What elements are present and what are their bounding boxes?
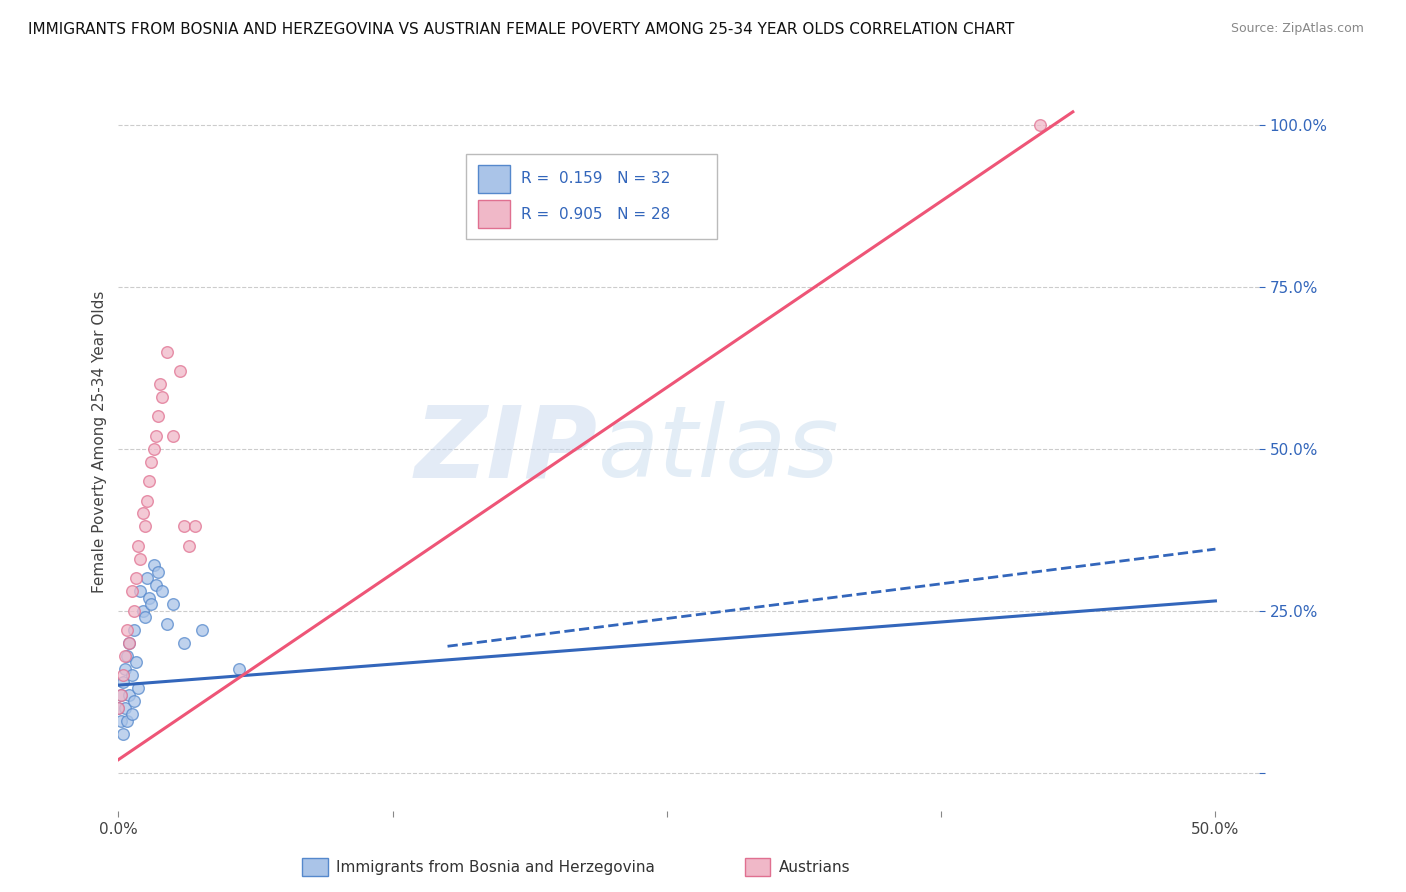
Text: Source: ZipAtlas.com: Source: ZipAtlas.com xyxy=(1230,22,1364,36)
Point xyxy=(107,700,129,714)
Text: IMMIGRANTS FROM BOSNIA AND HERZEGOVINA VS AUSTRIAN FEMALE POVERTY AMONG 25-34 YE: IMMIGRANTS FROM BOSNIA AND HERZEGOVINA V… xyxy=(28,22,1015,37)
Point xyxy=(118,688,141,702)
Text: R =  0.159   N = 32: R = 0.159 N = 32 xyxy=(522,171,671,186)
Text: R =  0.905   N = 28: R = 0.905 N = 28 xyxy=(522,207,671,221)
Point xyxy=(121,584,143,599)
Point xyxy=(141,455,163,469)
Point xyxy=(156,344,179,359)
Point xyxy=(114,700,136,714)
Point xyxy=(162,597,184,611)
Point xyxy=(122,694,145,708)
Point xyxy=(129,551,152,566)
Point xyxy=(134,610,156,624)
Point xyxy=(142,558,165,573)
Point xyxy=(150,584,173,599)
Point xyxy=(145,578,167,592)
Text: atlas: atlas xyxy=(598,401,839,498)
Point xyxy=(114,648,136,663)
Point xyxy=(131,604,153,618)
FancyBboxPatch shape xyxy=(478,200,510,228)
Point xyxy=(121,707,143,722)
Point xyxy=(131,507,153,521)
Text: Immigrants from Bosnia and Herzegovina: Immigrants from Bosnia and Herzegovina xyxy=(336,860,655,874)
Point xyxy=(146,409,169,424)
Point xyxy=(111,674,134,689)
Text: Austrians: Austrians xyxy=(779,860,851,874)
Point xyxy=(107,700,129,714)
Point xyxy=(121,668,143,682)
Point xyxy=(156,616,179,631)
Point xyxy=(1029,118,1052,132)
Point xyxy=(150,390,173,404)
Y-axis label: Female Poverty Among 25-34 Year Olds: Female Poverty Among 25-34 Year Olds xyxy=(93,291,107,593)
Point xyxy=(228,662,250,676)
Point xyxy=(134,519,156,533)
FancyBboxPatch shape xyxy=(478,164,510,193)
Point xyxy=(110,688,132,702)
Point xyxy=(145,428,167,442)
Point xyxy=(162,428,184,442)
Point xyxy=(136,493,159,508)
Point xyxy=(191,623,214,637)
Point xyxy=(125,656,148,670)
Text: ZIP: ZIP xyxy=(415,401,598,498)
Point xyxy=(149,376,172,391)
Point xyxy=(111,668,134,682)
Point xyxy=(138,474,160,488)
Point xyxy=(127,681,149,696)
Point xyxy=(115,648,138,663)
Point xyxy=(136,571,159,585)
Point xyxy=(114,662,136,676)
Point xyxy=(127,539,149,553)
Point xyxy=(146,565,169,579)
Point xyxy=(177,539,200,553)
Point xyxy=(115,714,138,728)
Point xyxy=(118,636,141,650)
FancyBboxPatch shape xyxy=(467,154,717,239)
Point xyxy=(129,584,152,599)
Point xyxy=(173,636,195,650)
Point xyxy=(142,442,165,456)
Point xyxy=(118,636,141,650)
Point xyxy=(122,604,145,618)
Point xyxy=(138,591,160,605)
Point xyxy=(184,519,207,533)
Point xyxy=(122,623,145,637)
Point xyxy=(169,364,191,378)
Point xyxy=(115,623,138,637)
Point xyxy=(111,727,134,741)
Point xyxy=(173,519,195,533)
Point xyxy=(110,688,132,702)
Point xyxy=(110,714,132,728)
Point xyxy=(125,571,148,585)
Point xyxy=(141,597,163,611)
